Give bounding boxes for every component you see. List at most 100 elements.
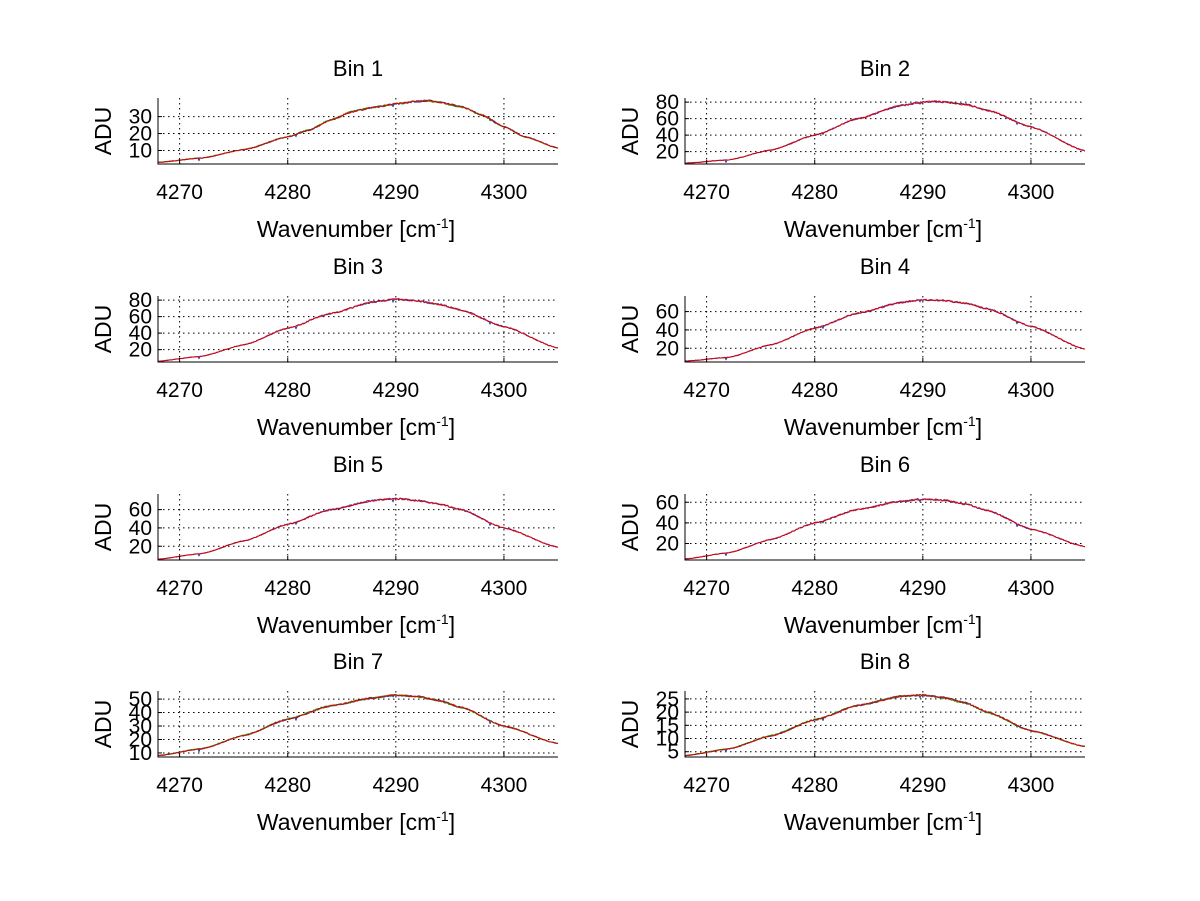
y-axis-label: ADU (90, 700, 116, 749)
grid (158, 98, 558, 164)
x-axis-label-close: ] (449, 216, 455, 242)
subplot-title: Bin 2 (860, 56, 910, 81)
series-group (157, 497, 559, 560)
x-axis-label-superscript: -1 (436, 413, 449, 429)
y-tick-label: 60 (129, 306, 152, 329)
y-tick-label: 20 (129, 535, 152, 558)
x-axis-label-superscript: -1 (436, 808, 449, 824)
x-tick-label: 4300 (481, 379, 528, 402)
x-tick-label: 4300 (481, 181, 528, 204)
y-tick-label: 20 (129, 339, 152, 362)
x-tick-label: 4290 (372, 774, 419, 797)
y-tick-label: 30 (129, 715, 152, 738)
x-axis-label-superscript: -1 (963, 413, 976, 429)
series-line-model (157, 298, 559, 362)
x-tick-label: 4290 (372, 181, 419, 204)
grid (685, 296, 1085, 362)
y-tick-label: 40 (656, 512, 679, 535)
x-axis-label-superscript: -1 (436, 611, 449, 627)
subplot-title: Bin 5 (333, 452, 383, 477)
y-tick-label: 20 (656, 533, 679, 556)
x-axis-label-superscript: -1 (436, 215, 449, 231)
y-tick-label: 40 (129, 322, 152, 345)
y-tick-label: 15 (656, 714, 679, 737)
y-tick-label: 5 (667, 741, 679, 764)
y-tick-label: 20 (129, 123, 152, 146)
grid (685, 494, 1085, 560)
axes-frame (684, 98, 1085, 165)
x-tick-label: 4270 (156, 577, 203, 600)
x-tick-label: 4300 (1008, 774, 1055, 797)
subplot-title: Bin 4 (860, 254, 910, 279)
x-axis-label-close: ] (976, 414, 982, 440)
x-axis: 4270 4280 4290 4300 (156, 556, 527, 600)
x-axis-label-main: Wavenumber [cm (257, 216, 436, 242)
x-tick-label: 4280 (264, 181, 311, 204)
x-tick-label: 4270 (156, 181, 203, 204)
axes-frame (684, 296, 1085, 363)
x-axis-label: Wavenumber [cm-1] (784, 808, 982, 835)
x-axis: 4270 4280 4290 4300 (683, 358, 1054, 402)
grid (158, 494, 558, 560)
series-line-model (684, 298, 1086, 362)
x-axis-label-main: Wavenumber [cm (257, 612, 436, 638)
x-tick-label: 4280 (264, 577, 311, 600)
y-tick-label: 80 (129, 289, 152, 312)
y-tick-label: 60 (656, 491, 679, 514)
x-axis-label-main: Wavenumber [cm (784, 809, 963, 835)
series-line-model (157, 694, 559, 757)
x-axis-label: Wavenumber [cm-1] (257, 413, 455, 440)
subplot-title: Bin 6 (860, 452, 910, 477)
x-axis-label-superscript: -1 (963, 611, 976, 627)
subplot-title: Bin 8 (860, 649, 910, 674)
y-axis-label: ADU (617, 107, 643, 156)
grid (158, 296, 558, 362)
y-tick-label: 20 (656, 337, 679, 360)
x-axis-label-main: Wavenumber [cm (257, 809, 436, 835)
series-group (684, 298, 1086, 362)
y-axis-label: ADU (617, 305, 643, 354)
x-tick-label: 4290 (372, 379, 419, 402)
x-axis-label-superscript: -1 (963, 808, 976, 824)
y-tick-label: 40 (129, 517, 152, 540)
x-axis: 4270 4280 4290 4300 (683, 753, 1054, 797)
y-tick-label: 20 (129, 728, 152, 751)
axes-frame (684, 691, 1085, 758)
x-axis-label-main: Wavenumber [cm (784, 414, 963, 440)
x-tick-label: 4270 (683, 577, 730, 600)
y-axis-label: ADU (617, 700, 643, 749)
x-axis-label-close: ] (449, 414, 455, 440)
axes-frame (157, 98, 558, 165)
series-group (684, 100, 1086, 164)
x-tick-label: 4270 (683, 181, 730, 204)
x-tick-label: 4280 (791, 181, 838, 204)
x-tick-label: 4290 (372, 577, 419, 600)
series-line-model (684, 498, 1086, 560)
x-tick-label: 4270 (156, 379, 203, 402)
x-tick-label: 4290 (899, 577, 946, 600)
axes-frame (684, 494, 1085, 561)
x-tick-label: 4290 (899, 774, 946, 797)
series-line-model (684, 100, 1086, 164)
y-axis-label: ADU (90, 305, 116, 354)
x-tick-label: 4300 (1008, 379, 1055, 402)
x-tick-label: 4270 (683, 379, 730, 402)
y-axis-label: ADU (90, 107, 116, 156)
y-tick-label: 20 (656, 141, 679, 164)
x-axis: 4270 4280 4290 4300 (156, 358, 527, 402)
x-tick-label: 4280 (791, 577, 838, 600)
x-tick-label: 4280 (264, 774, 311, 797)
series-line-model (157, 99, 559, 163)
series-line-model (157, 497, 559, 560)
x-tick-label: 4300 (1008, 577, 1055, 600)
